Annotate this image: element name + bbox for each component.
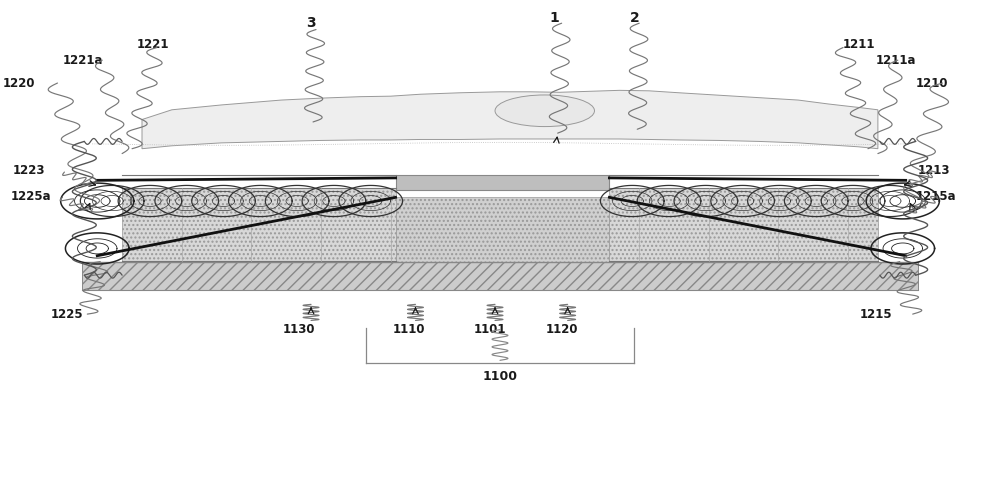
Text: 1101: 1101 bbox=[474, 323, 506, 336]
Text: 1215: 1215 bbox=[860, 308, 893, 321]
Text: 1223: 1223 bbox=[13, 164, 45, 177]
Text: 1220: 1220 bbox=[3, 77, 35, 90]
Text: 1100: 1100 bbox=[482, 370, 518, 383]
Text: 1215a: 1215a bbox=[916, 190, 956, 203]
Text: 3: 3 bbox=[306, 16, 316, 30]
Text: 1221a: 1221a bbox=[62, 54, 103, 67]
Text: 1210: 1210 bbox=[916, 77, 948, 90]
Text: 1225a: 1225a bbox=[11, 190, 51, 203]
Text: 1: 1 bbox=[550, 11, 560, 26]
Text: 1225: 1225 bbox=[51, 308, 83, 321]
Bar bbox=[396, 176, 609, 190]
Text: 1130: 1130 bbox=[283, 323, 315, 336]
Text: 1110: 1110 bbox=[392, 323, 425, 336]
Bar bbox=[609, 187, 878, 261]
Ellipse shape bbox=[495, 95, 594, 126]
Text: 1221: 1221 bbox=[137, 37, 170, 51]
Text: 1211: 1211 bbox=[843, 37, 876, 51]
Text: 2: 2 bbox=[629, 11, 639, 26]
Polygon shape bbox=[142, 91, 878, 149]
Bar bbox=[396, 197, 609, 266]
Text: 1120: 1120 bbox=[545, 323, 578, 336]
Bar bbox=[122, 187, 396, 261]
Text: 1211a: 1211a bbox=[876, 54, 916, 67]
Bar bbox=[82, 262, 918, 290]
Text: 1213: 1213 bbox=[918, 164, 950, 177]
